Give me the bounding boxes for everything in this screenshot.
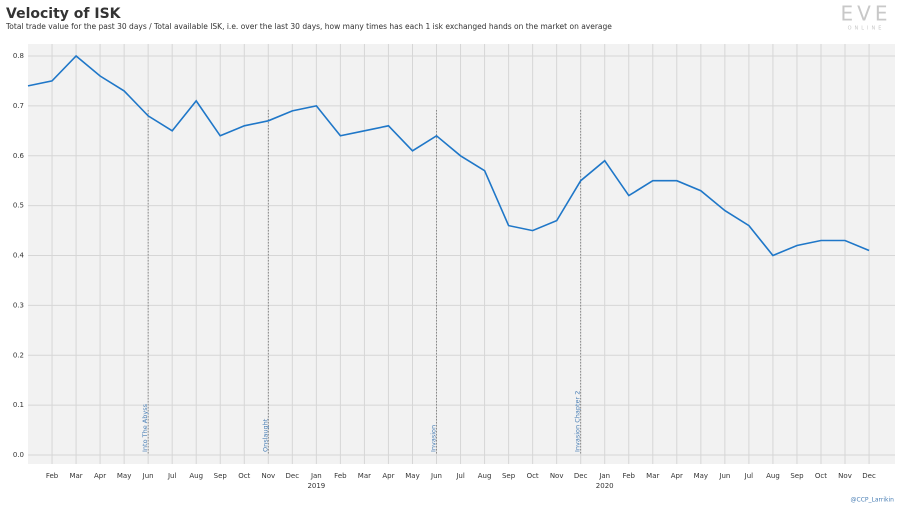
x-tick-label: Jan bbox=[598, 472, 610, 480]
x-tick-label: Dec bbox=[286, 472, 300, 480]
x-tick-label: May bbox=[117, 472, 131, 480]
x-tick-label: Jul bbox=[167, 472, 177, 480]
x-tick-label: Feb bbox=[623, 472, 636, 480]
x-tick-label: Jun bbox=[430, 472, 442, 480]
x-tick-label: Mar bbox=[646, 472, 659, 480]
x-tick-label: May bbox=[694, 472, 708, 480]
x-tick-label: Sep bbox=[214, 472, 228, 480]
year-label: 2020 bbox=[596, 482, 614, 490]
x-tick-label: Dec bbox=[862, 472, 876, 480]
plot-area bbox=[28, 44, 895, 464]
y-tick-label: 0.8 bbox=[13, 52, 24, 60]
annotation-label: Invasion bbox=[430, 425, 438, 452]
x-tick-label: Dec bbox=[574, 472, 588, 480]
x-tick-label: Jul bbox=[744, 472, 754, 480]
x-tick-label: Apr bbox=[382, 472, 394, 480]
x-tick-label: Sep bbox=[502, 472, 516, 480]
x-tick-label: Jan bbox=[310, 472, 322, 480]
y-tick-label: 0.3 bbox=[13, 301, 24, 309]
x-tick-label: Aug bbox=[478, 472, 492, 480]
logo: EVE bbox=[841, 2, 892, 26]
y-tick-label: 0.2 bbox=[13, 351, 24, 359]
line bbox=[27, 54, 870, 257]
x-tick-label: Nov bbox=[550, 472, 564, 480]
chart-title: Velocity of ISK bbox=[6, 6, 122, 22]
x-tick-label: Mar bbox=[358, 472, 371, 480]
x-tick-label: Oct bbox=[527, 472, 539, 480]
x-tick-label: Oct bbox=[815, 472, 827, 480]
x-tick-label: Aug bbox=[189, 472, 203, 480]
x-tick-label: Jun bbox=[718, 472, 730, 480]
y-tick-label: 0.7 bbox=[13, 102, 24, 110]
y-tick-label: 0.4 bbox=[13, 252, 25, 260]
annotation-label: Invasion Chapter 2 bbox=[574, 391, 582, 452]
credit: @CCP_Larrikin bbox=[851, 497, 895, 504]
x-tick-label: Sep bbox=[790, 472, 804, 480]
x-tick-label: Nov bbox=[838, 472, 852, 480]
x-tick-label: Mar bbox=[69, 472, 82, 480]
y-tick-label: 0.0 bbox=[13, 451, 24, 459]
annotation-label: Onslaught bbox=[261, 418, 269, 452]
y-tick-label: 0.1 bbox=[13, 401, 24, 409]
x-tick-label: May bbox=[405, 472, 419, 480]
year-label: 2019 bbox=[307, 482, 325, 490]
x-tick-label: Jun bbox=[142, 472, 154, 480]
x-tick-label: Aug bbox=[766, 472, 780, 480]
x-tick-label: Jul bbox=[455, 472, 465, 480]
logo-sub: ONLINE bbox=[848, 26, 885, 32]
annotation-label: Into The Abyss bbox=[141, 403, 149, 452]
x-tick-label: Nov bbox=[261, 472, 275, 480]
x-tick-label: Feb bbox=[334, 472, 347, 480]
x-tick-label: Oct bbox=[238, 472, 250, 480]
y-tick-label: 0.6 bbox=[13, 152, 25, 160]
x-tick-label: Apr bbox=[671, 472, 683, 480]
x-tick-label: Apr bbox=[94, 472, 106, 480]
y-tick-label: 0.5 bbox=[13, 202, 24, 210]
x-tick-label: Feb bbox=[46, 472, 59, 480]
chart-subtitle: Total trade value for the past 30 days /… bbox=[5, 22, 612, 31]
